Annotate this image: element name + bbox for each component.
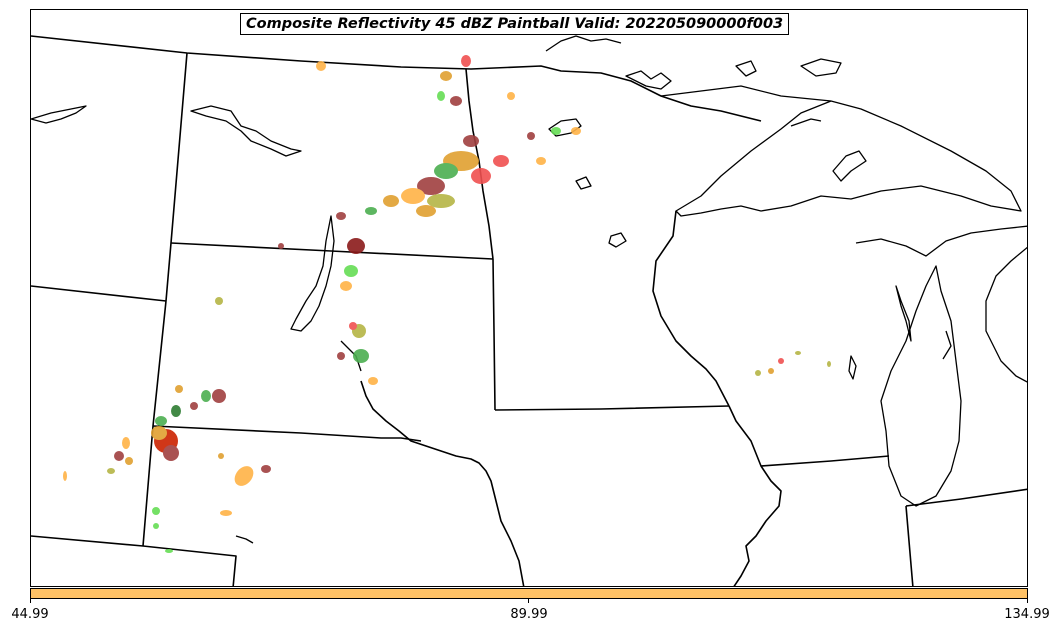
border-sd-nebraska <box>152 425 422 442</box>
small-lake <box>608 232 627 248</box>
border-iowa-missouri-river-east <box>728 405 782 586</box>
flathead-lake <box>31 105 87 124</box>
us-canada-border <box>31 35 762 122</box>
small-island <box>848 355 857 380</box>
lake-of-the-woods <box>548 118 582 137</box>
canada-lakes-2 <box>735 60 757 77</box>
lake-oahe <box>290 215 335 332</box>
border-montana-dakota <box>165 52 188 302</box>
lakes <box>31 35 1027 544</box>
colorbar <box>30 588 1028 599</box>
green-bay <box>895 285 912 342</box>
canada-lakes-3 <box>800 58 842 77</box>
boundaries <box>31 35 1027 586</box>
grand-traverse <box>942 330 952 360</box>
border-indiana-michigan <box>905 488 1027 507</box>
border-nd-sd <box>170 242 494 260</box>
border-mn-iowa <box>494 405 730 411</box>
lake-superior <box>675 100 1022 217</box>
colorbar-tick-label: 134.99 <box>1004 607 1050 622</box>
reflectivity-map <box>31 35 1027 586</box>
colorbar-tick-middle <box>528 599 529 603</box>
small-reservoir <box>235 535 254 544</box>
keweenaw <box>832 150 867 182</box>
border-iowa-illinois <box>760 455 890 467</box>
border-wisconsin-west <box>652 210 730 407</box>
colorbar-tick-label: 89.99 <box>510 607 548 622</box>
colorbar-tick-label: 44.99 <box>11 607 49 622</box>
border-sd-minnesota <box>492 258 496 411</box>
lake-winnipeg-shore <box>545 35 622 52</box>
upper-peninsula <box>855 225 1027 257</box>
missouri-river <box>360 380 525 586</box>
lake-huron-edge <box>985 246 1027 383</box>
map-frame <box>30 9 1028 587</box>
map-title: Composite Reflectivity 45 dBZ Paintball … <box>240 13 790 35</box>
rainy-lake <box>575 176 592 190</box>
border-wyoming-nebraska <box>31 535 237 586</box>
border-illinois-indiana <box>905 505 914 586</box>
lake-superior-north-shore <box>660 85 832 102</box>
colorbar-tick-left <box>30 599 31 603</box>
colorbar-tick-right <box>1027 599 1028 603</box>
missouri-lake-sakakawea <box>190 105 302 157</box>
canada-lakes <box>625 70 672 90</box>
lake-michigan <box>880 265 962 507</box>
paintball-storms <box>63 55 831 553</box>
isle-royale <box>790 118 822 127</box>
border-montana-idaho <box>31 285 167 302</box>
